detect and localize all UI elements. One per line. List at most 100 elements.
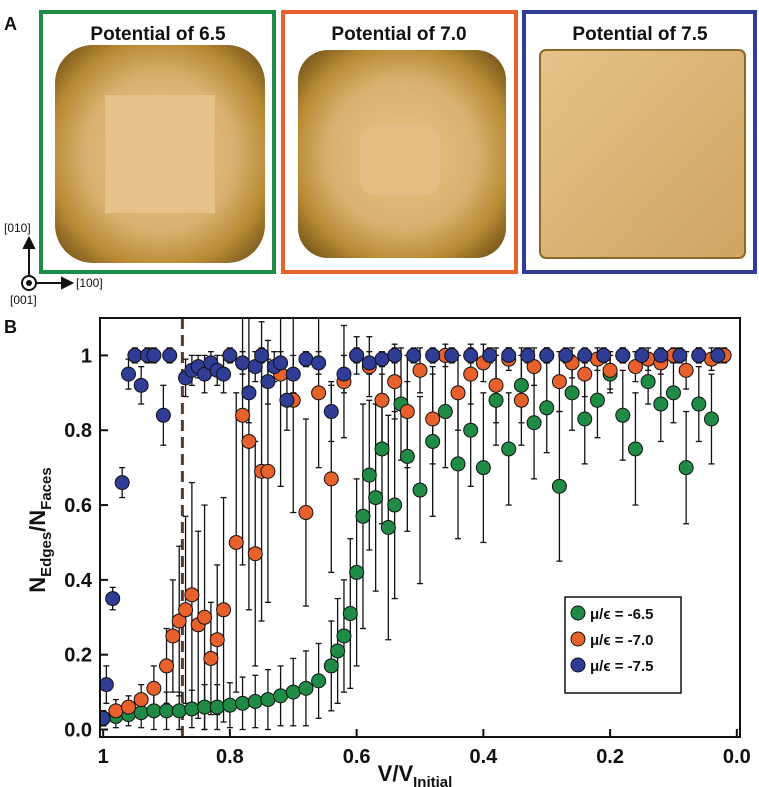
- point: [203, 650, 219, 666]
- axis-indicator: [21, 235, 75, 291]
- point: [273, 688, 289, 704]
- point: [171, 703, 187, 719]
- point: [691, 347, 707, 363]
- point: [361, 355, 377, 371]
- point: [178, 602, 194, 618]
- point: [412, 482, 428, 498]
- point: [577, 347, 593, 363]
- point: [526, 415, 542, 431]
- point: [184, 701, 200, 717]
- point: [526, 359, 542, 375]
- point: [374, 441, 390, 457]
- point: [361, 467, 377, 483]
- point: [336, 366, 352, 382]
- point: [114, 475, 130, 491]
- plot: 1 0.8 0.6 0.4 0.2 0.0 0.0 0.2 0.4 0.6 0.8 1 μ/ϵ = -6…: [64, 318, 751, 768]
- point: [133, 705, 149, 721]
- y-tick-label: 0.4: [64, 570, 93, 592]
- point: [678, 362, 694, 378]
- cube-face: [360, 125, 440, 195]
- panel-title: Potential of 7.5: [572, 24, 708, 45]
- point: [222, 347, 238, 363]
- point: [463, 422, 479, 438]
- axis-label: [010]: [4, 221, 31, 235]
- point: [100, 710, 111, 726]
- point: [653, 396, 669, 412]
- point: [298, 680, 314, 696]
- point: [311, 385, 327, 401]
- point: [279, 392, 295, 408]
- point: [146, 347, 162, 363]
- point: [425, 347, 441, 363]
- point: [133, 377, 149, 393]
- point: [336, 628, 352, 644]
- point: [564, 385, 580, 401]
- point: [463, 366, 479, 382]
- x-tick-label: 0.2: [596, 746, 624, 768]
- point: [165, 628, 181, 644]
- point: [640, 374, 656, 390]
- legend-label: μ/ϵ = -7.5: [590, 658, 653, 675]
- point: [159, 703, 175, 719]
- y-tick-label: 0.6: [64, 495, 92, 517]
- frame: [522, 10, 757, 274]
- point: [501, 347, 517, 363]
- point: [399, 448, 415, 464]
- x-tick-label: 0.8: [216, 746, 244, 768]
- panel-label: A: [4, 14, 17, 34]
- point: [558, 347, 574, 363]
- point: [241, 433, 257, 449]
- point: [406, 347, 422, 363]
- point: [387, 497, 403, 513]
- point: [450, 385, 466, 401]
- point: [691, 396, 707, 412]
- point: [513, 377, 529, 393]
- axis-label: [100]: [76, 276, 103, 290]
- point: [368, 490, 384, 506]
- legend-label: μ/ϵ = -7.0: [590, 632, 653, 649]
- point: [323, 471, 339, 487]
- point: [247, 359, 263, 375]
- point: [133, 692, 149, 708]
- point: [678, 460, 694, 476]
- y-tick-label: 1: [81, 345, 92, 367]
- point: [311, 673, 327, 689]
- point: [355, 508, 371, 524]
- point: [197, 699, 213, 715]
- y-tick-label: 0.0: [64, 720, 92, 742]
- x-axis-title: V/VInitial: [378, 761, 453, 787]
- point: [105, 591, 121, 607]
- point: [235, 695, 251, 711]
- point: [260, 463, 276, 479]
- point: [520, 347, 536, 363]
- point: [450, 456, 466, 472]
- point: [127, 347, 143, 363]
- x-tick-label: 1: [98, 746, 109, 768]
- point: [602, 362, 618, 378]
- point: [247, 546, 263, 562]
- point: [162, 347, 178, 363]
- point: [216, 366, 232, 382]
- point: [285, 684, 301, 700]
- point: [374, 392, 390, 408]
- frame: [39, 10, 276, 274]
- point: [596, 347, 612, 363]
- point: [703, 411, 719, 427]
- point: [627, 359, 643, 375]
- point: [184, 587, 200, 603]
- point: [672, 347, 688, 363]
- point: [387, 347, 403, 363]
- point: [387, 374, 403, 390]
- point: [146, 703, 162, 719]
- point: [710, 347, 726, 363]
- point: [323, 404, 339, 420]
- point: [380, 520, 396, 535]
- point: [349, 347, 365, 363]
- legend: μ/ϵ = -6.5 μ/ϵ = -7.0 μ/ϵ = -7.5: [564, 596, 682, 694]
- point: [653, 347, 669, 363]
- point: [235, 407, 251, 423]
- panel-title: Potential of 6.5: [90, 24, 226, 45]
- point: [488, 392, 504, 408]
- data-layer: [100, 318, 732, 737]
